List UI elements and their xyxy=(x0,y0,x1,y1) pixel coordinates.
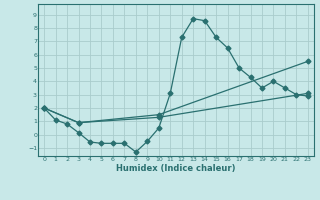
X-axis label: Humidex (Indice chaleur): Humidex (Indice chaleur) xyxy=(116,164,236,173)
